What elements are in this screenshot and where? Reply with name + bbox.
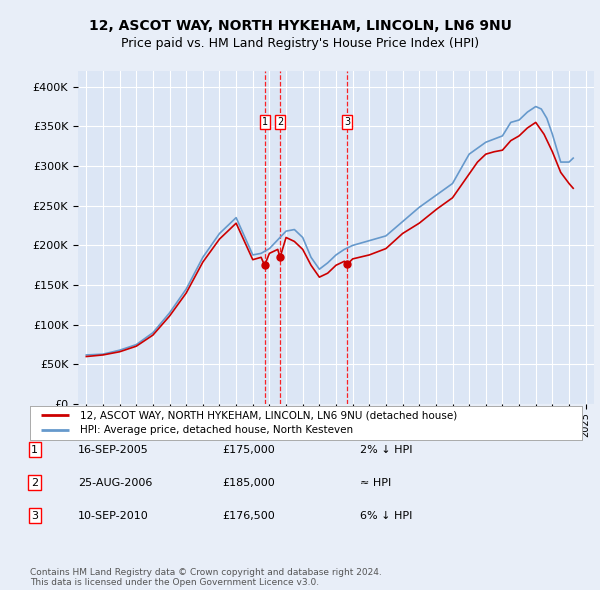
Text: £176,500: £176,500 <box>222 511 275 520</box>
Text: 1: 1 <box>262 117 268 127</box>
Text: 25-AUG-2006: 25-AUG-2006 <box>78 478 152 487</box>
Text: 10-SEP-2010: 10-SEP-2010 <box>78 511 149 520</box>
Text: 2% ↓ HPI: 2% ↓ HPI <box>360 445 413 454</box>
Text: Contains HM Land Registry data © Crown copyright and database right 2024.: Contains HM Land Registry data © Crown c… <box>30 568 382 577</box>
Text: 12, ASCOT WAY, NORTH HYKEHAM, LINCOLN, LN6 9NU: 12, ASCOT WAY, NORTH HYKEHAM, LINCOLN, L… <box>89 19 511 33</box>
Text: 3: 3 <box>31 511 38 520</box>
Text: 6% ↓ HPI: 6% ↓ HPI <box>360 511 412 520</box>
Text: 3: 3 <box>344 117 350 127</box>
Text: £175,000: £175,000 <box>222 445 275 454</box>
Text: HPI: Average price, detached house, North Kesteven: HPI: Average price, detached house, Nort… <box>80 425 353 435</box>
Text: 2: 2 <box>277 117 283 127</box>
Text: £185,000: £185,000 <box>222 478 275 487</box>
Text: Price paid vs. HM Land Registry's House Price Index (HPI): Price paid vs. HM Land Registry's House … <box>121 37 479 50</box>
Text: 12, ASCOT WAY, NORTH HYKEHAM, LINCOLN, LN6 9NU (detached house): 12, ASCOT WAY, NORTH HYKEHAM, LINCOLN, L… <box>80 410 457 420</box>
Text: ≈ HPI: ≈ HPI <box>360 478 391 487</box>
Text: 2: 2 <box>31 478 38 487</box>
Text: 1: 1 <box>31 445 38 454</box>
Text: 16-SEP-2005: 16-SEP-2005 <box>78 445 149 454</box>
Text: This data is licensed under the Open Government Licence v3.0.: This data is licensed under the Open Gov… <box>30 578 319 587</box>
